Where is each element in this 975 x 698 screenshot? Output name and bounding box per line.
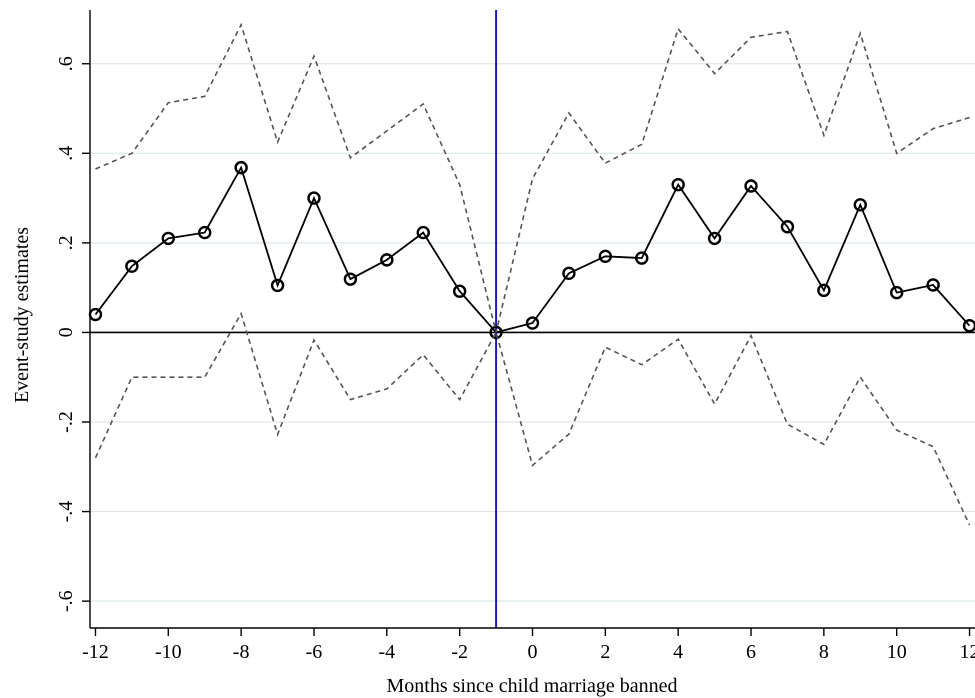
estimate-point — [380, 253, 394, 267]
estimate-point — [926, 278, 940, 292]
estimate-point — [707, 231, 722, 246]
y-tick-label: -.4 — [55, 501, 77, 523]
estimate-point — [234, 160, 248, 175]
estimate-point — [962, 319, 975, 333]
x-ticks: -12 -10 -8 -6 -4 -2 0 2 4 6 8 10 12 — [82, 628, 975, 663]
axes — [89, 10, 975, 629]
estimate-point — [416, 225, 430, 240]
ci-lower-line — [94, 311, 971, 526]
estimate-point — [889, 285, 904, 300]
estimate-point — [525, 316, 540, 330]
x-tick-label: 6 — [746, 641, 756, 663]
y-tick-label: 0 — [55, 327, 77, 337]
x-tick-label: -2 — [451, 641, 468, 663]
x-tick-label: -12 — [82, 641, 109, 663]
ci-upper-line — [95, 22, 970, 333]
estimate-point — [817, 283, 831, 298]
estimate-point — [744, 179, 758, 193]
x-tick-label: 4 — [673, 641, 683, 663]
y-tick-label: .2 — [55, 235, 77, 250]
x-tick-label: -8 — [233, 641, 250, 663]
gridlines — [90, 63, 975, 602]
estimate-point — [489, 325, 503, 340]
estimate-point — [598, 249, 613, 264]
x-tick-label: -10 — [155, 641, 182, 663]
x-axis-title: Months since child marriage banned — [386, 675, 677, 697]
estimate-point — [671, 177, 685, 192]
x-tick-label: 10 — [887, 641, 907, 663]
estimate-point — [562, 266, 576, 281]
x-tick-label: -4 — [378, 641, 395, 663]
x-tick-label: 2 — [600, 641, 610, 663]
y-ticks: -.6 -.4 -.2 0 .2 .4 .6 — [55, 56, 90, 612]
x-tick-label: -6 — [306, 641, 323, 663]
estimate-point — [452, 284, 467, 298]
estimate-point — [343, 272, 358, 286]
estimate-point — [198, 225, 212, 240]
y-tick-label: .6 — [55, 56, 77, 71]
estimate-point — [635, 251, 649, 265]
y-axis-title: Event-study estimates — [11, 227, 33, 403]
y-tick-label: -.6 — [55, 590, 77, 612]
estimate-point — [125, 259, 139, 273]
estimate-point — [88, 307, 103, 322]
x-tick-label: 12 — [960, 641, 975, 663]
estimate-line — [94, 165, 971, 334]
y-tick-label: -.2 — [55, 411, 77, 433]
series — [88, 22, 975, 526]
x-tick-label: 8 — [819, 641, 829, 663]
estimate-point — [780, 220, 795, 234]
estimate-point — [270, 278, 285, 293]
estimate-point — [853, 198, 867, 212]
estimate-point — [161, 231, 176, 246]
reference-lines — [90, 10, 975, 628]
y-tick-label: .4 — [55, 146, 77, 161]
x-tick-label: 0 — [528, 641, 538, 663]
estimate-point — [307, 191, 321, 205]
